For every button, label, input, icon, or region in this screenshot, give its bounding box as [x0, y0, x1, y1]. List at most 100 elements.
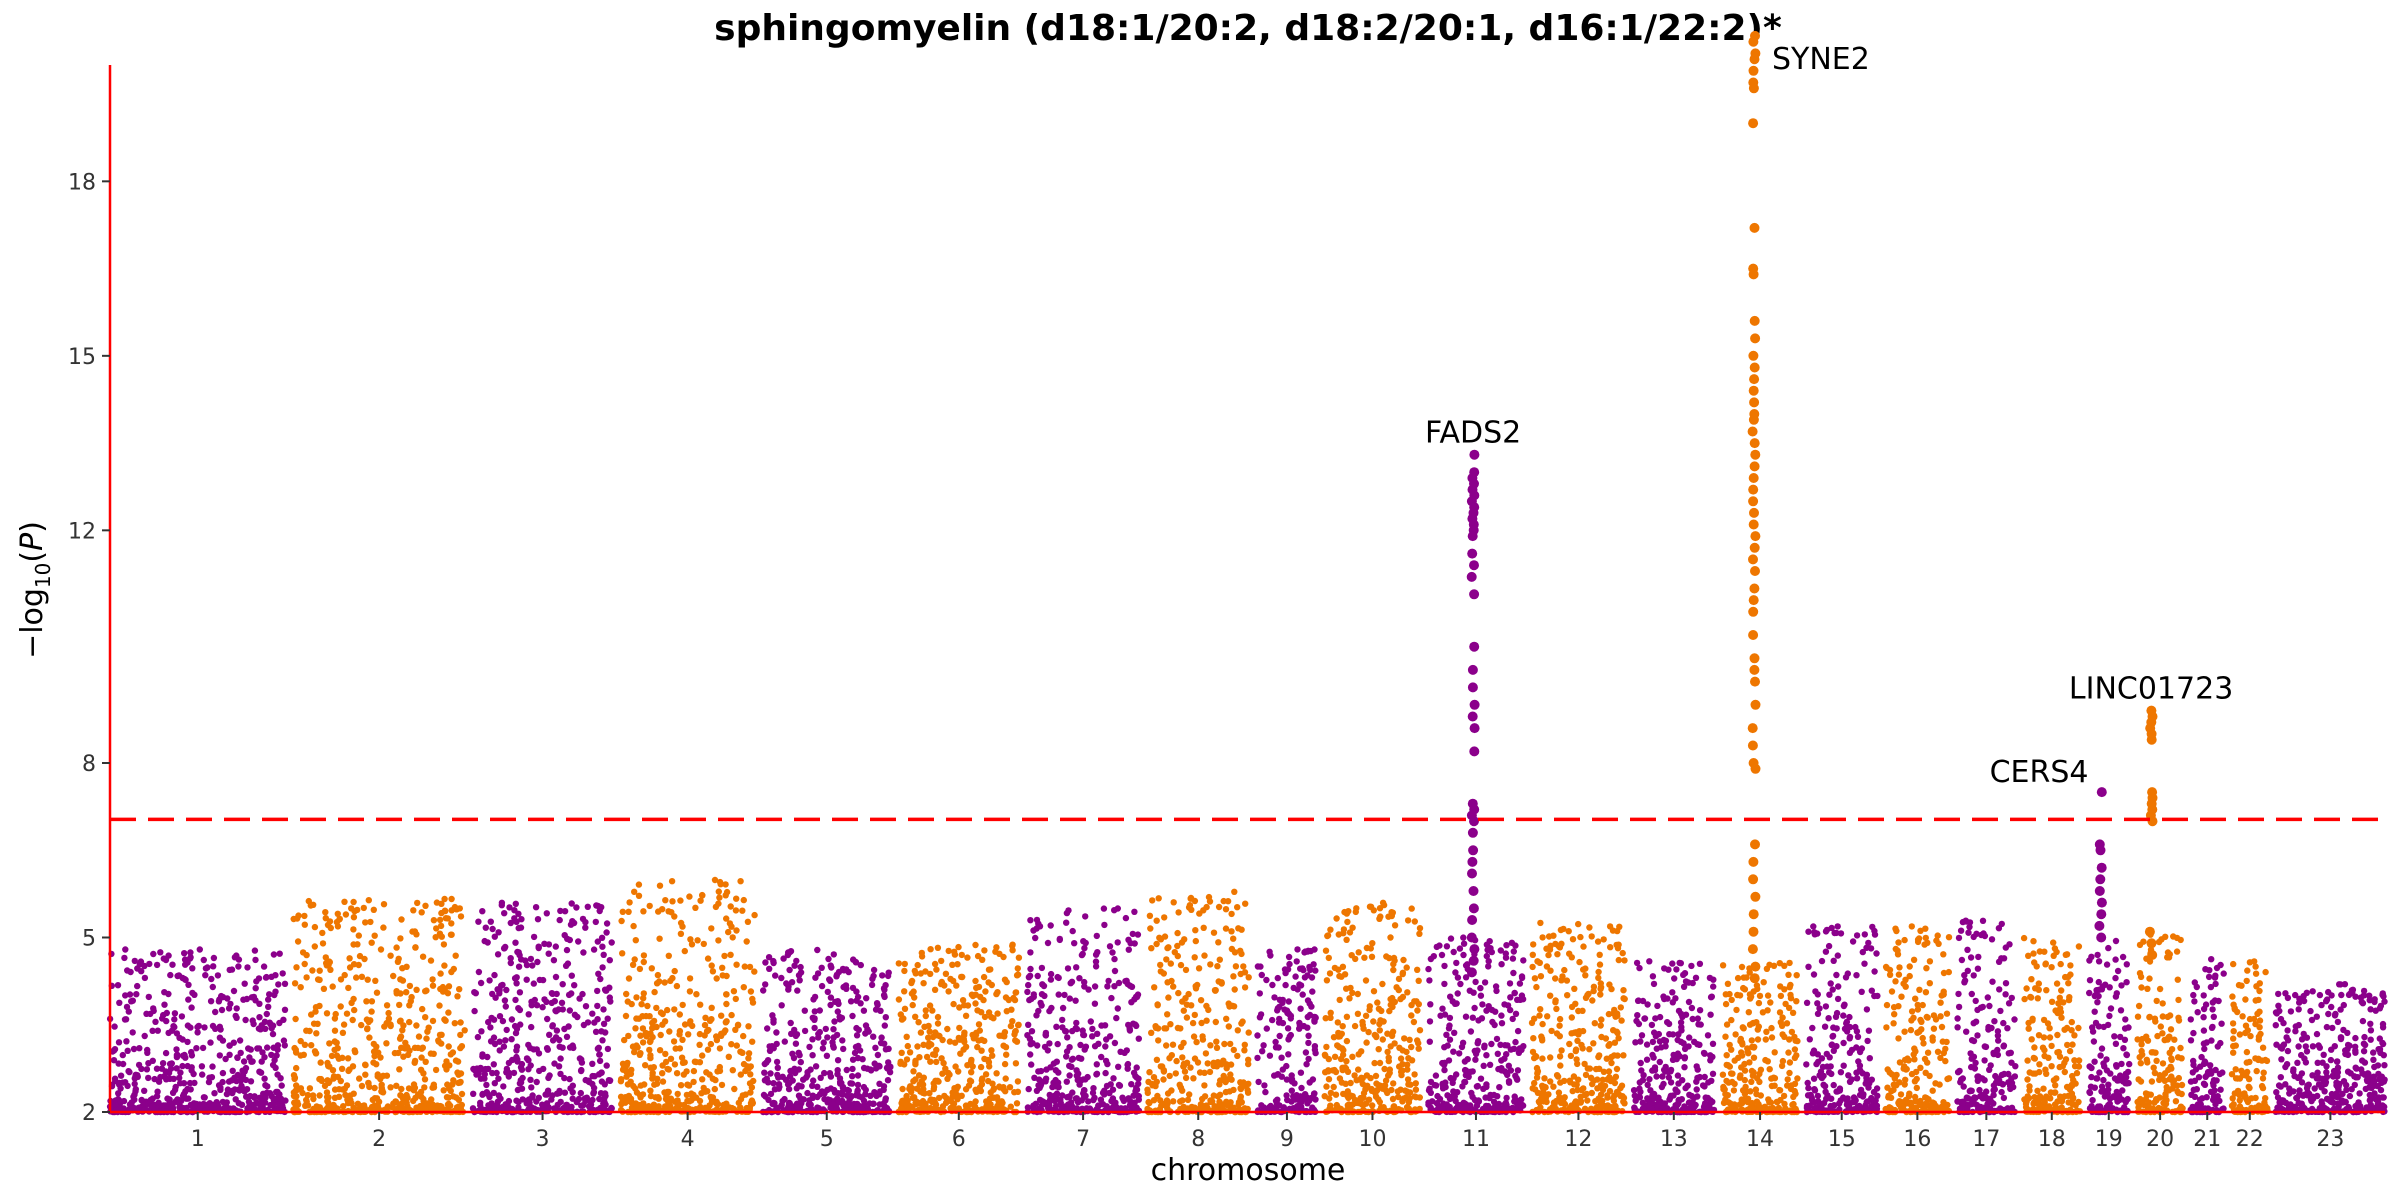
snp-point [566, 1075, 573, 1083]
snp-point [423, 1035, 430, 1042]
snp-point [1001, 1060, 1009, 1068]
snp-point [677, 897, 684, 904]
snp-point [1395, 986, 1403, 994]
snp-point [340, 1103, 347, 1110]
snp-point [647, 1087, 654, 1094]
snp-point [556, 1043, 563, 1050]
snp-point [927, 946, 934, 953]
snp-point [297, 1052, 304, 1059]
snp-point [270, 1044, 277, 1051]
snp-point [1331, 1053, 1339, 1061]
snp-point [661, 1089, 668, 1096]
snp-point [181, 1051, 188, 1059]
snp-point [1027, 949, 1034, 956]
snp-point [769, 1012, 776, 1019]
snp-point [149, 1103, 156, 1111]
snp-point [708, 962, 715, 969]
snp-point [571, 982, 578, 989]
snp-point [853, 988, 860, 995]
snp-point [1390, 954, 1398, 962]
snp-point [1596, 1065, 1603, 1073]
snp-point [429, 1017, 437, 1025]
snp-point [631, 956, 638, 963]
snp-point [945, 1069, 952, 1077]
snp-point [723, 1018, 730, 1025]
snp-point [314, 1020, 321, 1027]
snp-point [1505, 1062, 1513, 1070]
snp-point [311, 923, 319, 931]
snp-point [809, 1052, 816, 1059]
snp-point [833, 973, 840, 980]
snp-point [876, 1101, 883, 1108]
snp-point [380, 901, 388, 908]
snp-point [1207, 961, 1214, 968]
snp-point [240, 996, 247, 1003]
snp-point [350, 961, 358, 968]
snp-point [442, 915, 450, 922]
snp-point [1415, 977, 1422, 984]
snp-point [303, 951, 310, 959]
snp-point [1602, 1035, 1610, 1042]
snp-point [1541, 1075, 1548, 1082]
snp-point [135, 1104, 143, 1111]
snp-point [1008, 1006, 1015, 1013]
snp-point [634, 1103, 642, 1110]
snp-point [1288, 1072, 1295, 1079]
snp-point [193, 1045, 200, 1052]
snp-point [1548, 1027, 1555, 1035]
snp-point [552, 943, 559, 950]
snp-point [1606, 1040, 1613, 1048]
snp-point [644, 1002, 651, 1010]
snp-point [977, 1063, 985, 1071]
snp-point [1539, 1055, 1546, 1062]
snp-point [633, 1015, 640, 1022]
snp-point [157, 949, 164, 956]
snp-point [1558, 1047, 1565, 1054]
snp-point [1000, 1086, 1007, 1093]
snp-point [908, 979, 915, 987]
snp-point [354, 906, 361, 914]
snp-point [651, 988, 658, 996]
snp-point [895, 960, 902, 967]
snp-point [1597, 1022, 1604, 1029]
snp-point [350, 1090, 357, 1097]
snp-point [1493, 987, 1500, 995]
snp-point [1094, 949, 1101, 956]
snp-point [938, 957, 945, 965]
snp-point [1681, 1064, 1688, 1071]
snp-point [656, 1047, 664, 1054]
snp-point [1364, 1082, 1371, 1090]
snp-point [301, 1041, 309, 1049]
snp-point [1570, 1073, 1578, 1080]
snp-point [993, 944, 1000, 951]
snp-point [602, 1029, 609, 1036]
snp-point [846, 1101, 853, 1108]
snp-point [935, 1078, 942, 1085]
snp-point [1254, 963, 1262, 970]
snp-point [1038, 964, 1046, 972]
snp-point [1168, 977, 1175, 985]
snp-point [647, 1052, 654, 1059]
snp-point [843, 985, 850, 992]
snp-point [268, 1101, 275, 1109]
snp-point [925, 1043, 932, 1050]
snp-point [1064, 1034, 1071, 1041]
snp-point [903, 1033, 910, 1041]
snp-point [1373, 1080, 1380, 1087]
snp-point [1349, 989, 1356, 997]
snp-point [1099, 1089, 1107, 1097]
snp-point [1284, 966, 1292, 973]
snp-point [251, 1093, 258, 1100]
snp-point [477, 1075, 485, 1082]
snp-point [176, 1074, 183, 1082]
snp-point [1002, 1075, 1009, 1082]
snp-point [1213, 1044, 1221, 1052]
snp-point [444, 1101, 452, 1108]
snp-point [1323, 1083, 1330, 1090]
snp-point [1583, 1090, 1590, 1098]
snp-point [1151, 984, 1158, 991]
snp-point [716, 1045, 724, 1052]
snp-point [737, 878, 744, 885]
snp-point [1477, 992, 1485, 999]
snp-point [830, 1044, 837, 1051]
